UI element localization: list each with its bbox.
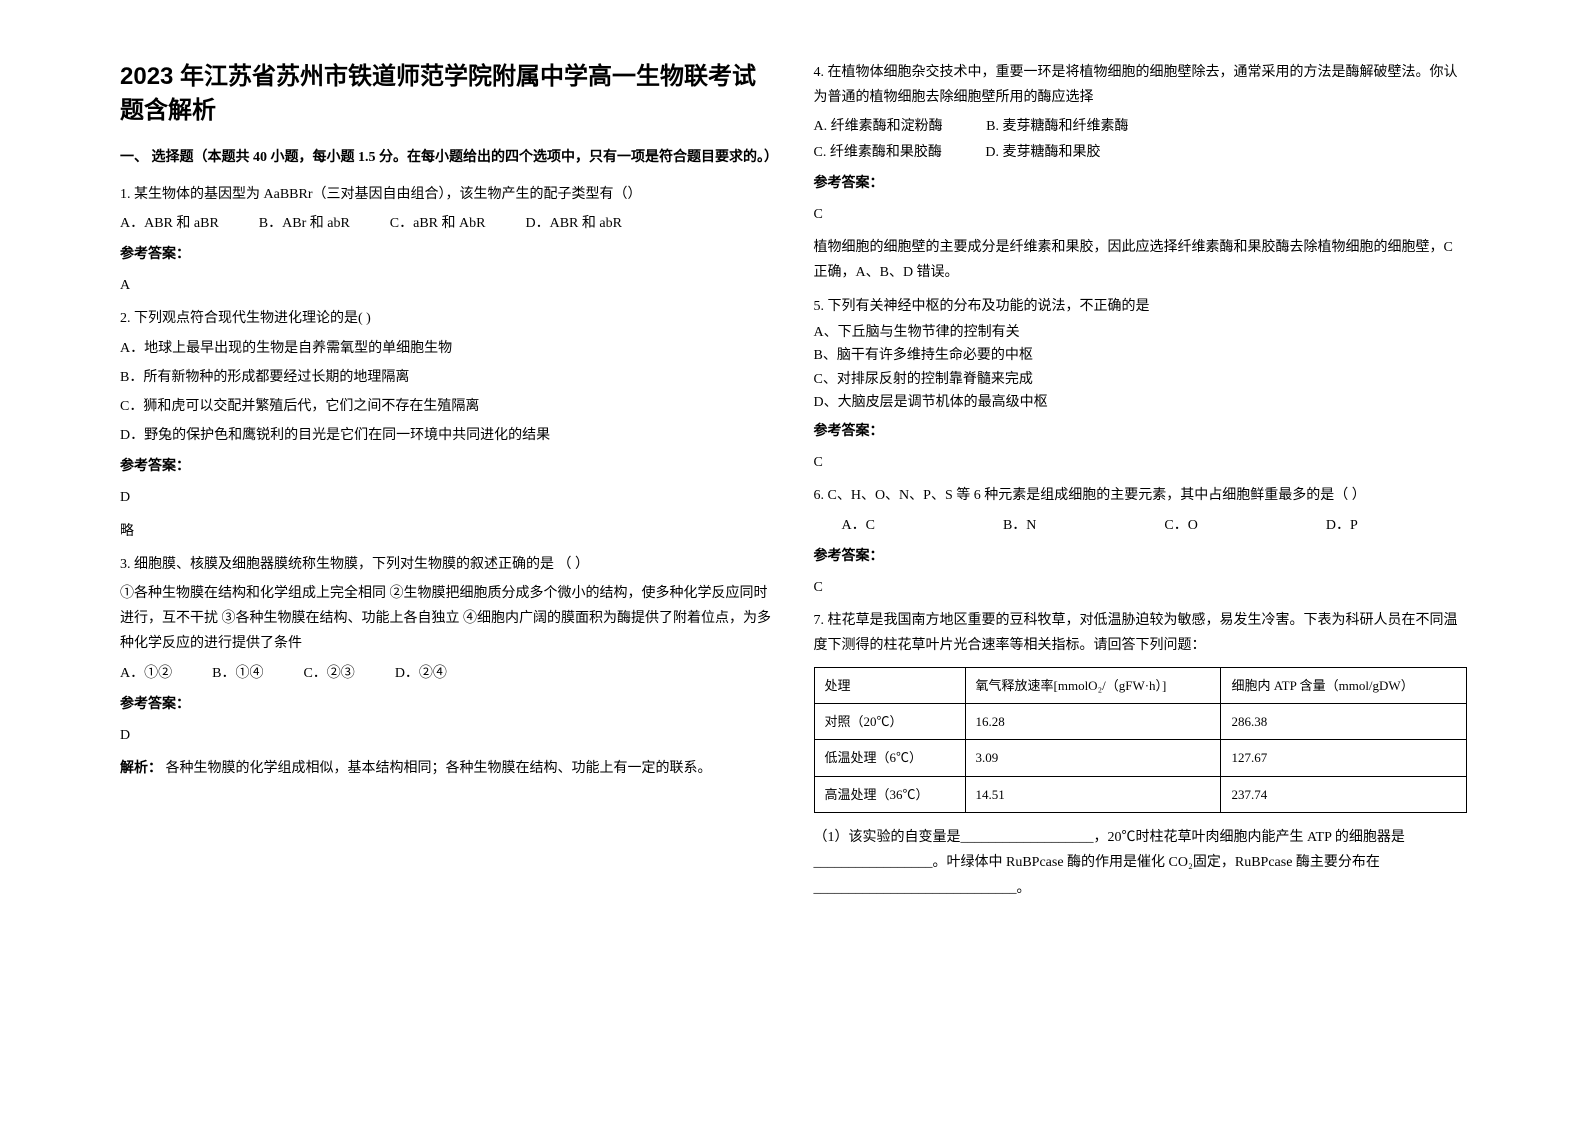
td-0-0: 对照（20℃） bbox=[814, 703, 965, 739]
q1-answer: A bbox=[120, 273, 774, 298]
table-row: 对照（20℃） 16.28 286.38 bbox=[814, 703, 1467, 739]
question-4: 4. 在植物体细胞杂交技术中，重要一环是将植物细胞的细胞壁除去，通常采用的方法是… bbox=[814, 60, 1468, 286]
q1-opt-d: D．ABR 和 abR bbox=[525, 211, 621, 236]
q5-opt-d: D、大脑皮层是调节机体的最高级中枢 bbox=[814, 393, 1468, 413]
q1-opt-b: B．ABr 和 abR bbox=[259, 211, 350, 236]
q2-note: 略 bbox=[120, 519, 774, 544]
q3-explanation-label: 解析： bbox=[120, 761, 162, 776]
q1-opt-c: C．aBR 和 AbR bbox=[390, 211, 486, 236]
q1-options: A．ABR 和 aBR B．ABr 和 abR C．aBR 和 AbR D．AB… bbox=[120, 211, 774, 236]
q4-answer-label: 参考答案： bbox=[814, 171, 1468, 196]
th-2: 细胞内 ATP 含量（mmol/gDW） bbox=[1221, 667, 1467, 703]
question-6: 6. C、H、O、N、P、S 等 6 种元素是组成细胞的主要元素，其中占细胞鲜重… bbox=[814, 483, 1468, 600]
question-2: 2. 下列观点符合现代生物进化理论的是( ) A．地球上最早出现的生物是自养需氧… bbox=[120, 306, 774, 544]
q4-opt-a: A. 纤维素酶和淀粉酶 bbox=[814, 119, 943, 134]
q6-answer-label: 参考答案： bbox=[814, 544, 1468, 569]
q4-options-row2: C. 纤维素酶和果胶酶 D. 麦芽糖酶和果胶 bbox=[814, 140, 1468, 165]
q6-opt-d: D．P bbox=[1298, 513, 1358, 538]
q3-explanation-text: 各种生物膜的化学组成相似，基本结构相同；各种生物膜在结构、功能上有一定的联系。 bbox=[162, 761, 712, 776]
q5-answer: C bbox=[814, 450, 1468, 475]
q7-text: 7. 柱花草是我国南方地区重要的豆科牧草，对低温胁迫较为敏感，易发生冷害。下表为… bbox=[814, 608, 1468, 658]
q2-answer-label: 参考答案： bbox=[120, 454, 774, 479]
q4-opt-d: D. 麦芽糖酶和果胶 bbox=[985, 145, 1100, 160]
q2-opt-b: B．所有新物种的形成都要经过长期的地理隔离 bbox=[120, 365, 774, 390]
q4-opt-c: C. 纤维素酶和果胶酶 bbox=[814, 145, 942, 160]
q3-opt-d: D．②④ bbox=[395, 661, 447, 686]
q5-opt-c: C、对排尿反射的控制靠脊髓来完成 bbox=[814, 370, 1468, 390]
q5-answer-label: 参考答案： bbox=[814, 419, 1468, 444]
td-1-1: 3.09 bbox=[965, 740, 1221, 776]
td-0-1: 16.28 bbox=[965, 703, 1221, 739]
question-3: 3. 细胞膜、核膜及细胞器膜统称生物膜，下列对生物膜的叙述正确的是 （ ） ①各… bbox=[120, 552, 774, 782]
q2-opt-a: A．地球上最早出现的生物是自养需氧型的单细胞生物 bbox=[120, 336, 774, 361]
exam-title: 2023 年江苏省苏州市铁道师范学院附属中学高一生物联考试题含解析 bbox=[120, 60, 774, 127]
q4-opt-b: B. 麦芽糖酶和纤维素酶 bbox=[986, 119, 1128, 134]
q3-answer: D bbox=[120, 723, 774, 748]
q3-answer-label: 参考答案： bbox=[120, 692, 774, 717]
q3-explanation: 解析： 各种生物膜的化学组成相似，基本结构相同；各种生物膜在结构、功能上有一定的… bbox=[120, 756, 774, 781]
table-row: 低温处理（6℃） 3.09 127.67 bbox=[814, 740, 1467, 776]
q1-text: 1. 某生物体的基因型为 AaBBRr（三对基因自由组合），该生物产生的配子类型… bbox=[120, 182, 774, 207]
q2-text: 2. 下列观点符合现代生物进化理论的是( ) bbox=[120, 306, 774, 331]
q6-options: A．C B．N C．O D．P bbox=[814, 513, 1468, 538]
q3-opt-a: A．①② bbox=[120, 661, 172, 686]
q5-text: 5. 下列有关神经中枢的分布及功能的说法，不正确的是 bbox=[814, 294, 1468, 319]
q7-table: 处理 氧气释放速率[mmolO₂/（gFW·h）] 细胞内 ATP 含量（mmo… bbox=[814, 667, 1468, 814]
q6-answer: C bbox=[814, 575, 1468, 600]
q1-answer-label: 参考答案： bbox=[120, 242, 774, 267]
td-2-0: 高温处理（36℃） bbox=[814, 776, 965, 812]
question-1: 1. 某生物体的基因型为 AaBBRr（三对基因自由组合），该生物产生的配子类型… bbox=[120, 182, 774, 299]
left-column: 2023 年江苏省苏州市铁道师范学院附属中学高一生物联考试题含解析 一、 选择题… bbox=[100, 60, 794, 1082]
q4-answer: C bbox=[814, 202, 1468, 227]
q4-text: 4. 在植物体细胞杂交技术中，重要一环是将植物细胞的细胞壁除去，通常采用的方法是… bbox=[814, 60, 1468, 110]
question-7: 7. 柱花草是我国南方地区重要的豆科牧草，对低温胁迫较为敏感，易发生冷害。下表为… bbox=[814, 608, 1468, 901]
q2-opt-c: C．狮和虎可以交配并繁殖后代，它们之间不存在生殖隔离 bbox=[120, 394, 774, 419]
q2-answer: D bbox=[120, 485, 774, 510]
q5-opt-b: B、脑干有许多维持生命必要的中枢 bbox=[814, 346, 1468, 366]
q3-opt-b: B．①④ bbox=[212, 661, 263, 686]
th-1: 氧气释放速率[mmolO₂/（gFW·h）] bbox=[965, 667, 1221, 703]
q3-opt-c: C．②③ bbox=[303, 661, 354, 686]
q6-opt-a: A．C bbox=[814, 513, 875, 538]
td-1-2: 127.67 bbox=[1221, 740, 1467, 776]
q6-opt-c: C．O bbox=[1136, 513, 1197, 538]
q6-text: 6. C、H、O、N、P、S 等 6 种元素是组成细胞的主要元素，其中占细胞鲜重… bbox=[814, 483, 1468, 508]
q2-opt-d: D．野兔的保护色和鹰锐利的目光是它们在同一环境中共同进化的结果 bbox=[120, 423, 774, 448]
q1-opt-a: A．ABR 和 aBR bbox=[120, 211, 219, 236]
th-0: 处理 bbox=[814, 667, 965, 703]
right-column: 4. 在植物体细胞杂交技术中，重要一环是将植物细胞的细胞壁除去，通常采用的方法是… bbox=[794, 60, 1488, 1082]
question-5: 5. 下列有关神经中枢的分布及功能的说法，不正确的是 A、下丘脑与生物节律的控制… bbox=[814, 294, 1468, 476]
q4-options-row1: A. 纤维素酶和淀粉酶 B. 麦芽糖酶和纤维素酶 bbox=[814, 114, 1468, 139]
q5-opt-a: A、下丘脑与生物节律的控制有关 bbox=[814, 323, 1468, 343]
q7-sub1: （1）该实验的自变量是___________________，20℃时柱花草叶肉… bbox=[814, 825, 1468, 901]
td-2-2: 237.74 bbox=[1221, 776, 1467, 812]
q3-desc: ①各种生物膜在结构和化学组成上完全相同 ②生物膜把细胞质分成多个微小的结构，使多… bbox=[120, 581, 774, 657]
td-1-0: 低温处理（6℃） bbox=[814, 740, 965, 776]
section-1-header: 一、 选择题（本题共 40 小题，每小题 1.5 分。在每小题给出的四个选项中，… bbox=[120, 147, 774, 169]
q4-explanation: 植物细胞的细胞壁的主要成分是纤维素和果胶，因此应选择纤维素酶和果胶酶去除植物细胞… bbox=[814, 235, 1468, 285]
table-header-row: 处理 氧气释放速率[mmolO₂/（gFW·h）] 细胞内 ATP 含量（mmo… bbox=[814, 667, 1467, 703]
td-2-1: 14.51 bbox=[965, 776, 1221, 812]
td-0-2: 286.38 bbox=[1221, 703, 1467, 739]
q3-text: 3. 细胞膜、核膜及细胞器膜统称生物膜，下列对生物膜的叙述正确的是 （ ） bbox=[120, 552, 774, 577]
table-row: 高温处理（36℃） 14.51 237.74 bbox=[814, 776, 1467, 812]
q6-opt-b: B．N bbox=[975, 513, 1036, 538]
q3-options: A．①② B．①④ C．②③ D．②④ bbox=[120, 661, 774, 686]
